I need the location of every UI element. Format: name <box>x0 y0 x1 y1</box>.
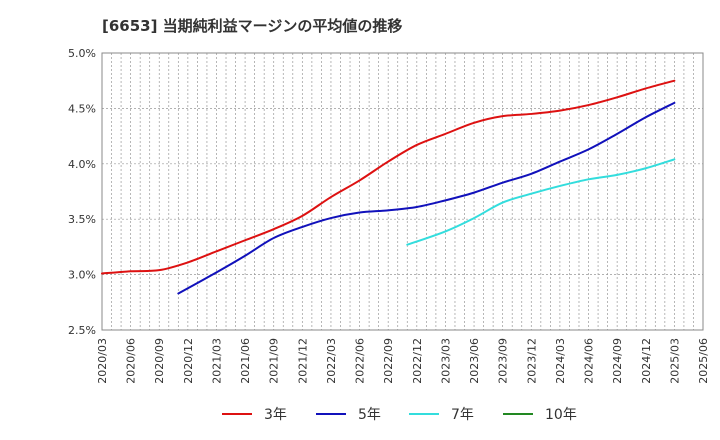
x-tick-label: 2020/03 <box>96 338 109 384</box>
legend-label: 10年 <box>545 407 577 423</box>
y-tick-label: 3.5% <box>68 213 96 226</box>
x-tick-label: 2020/09 <box>153 338 166 384</box>
x-tick-label: 2021/06 <box>239 338 252 384</box>
x-tick-label: 2023/12 <box>525 338 538 384</box>
legend-label: 7年 <box>451 407 474 423</box>
x-tick-label: 2024/03 <box>554 338 567 384</box>
y-tick-label: 4.5% <box>68 102 96 115</box>
legend-label: 5年 <box>358 407 381 423</box>
x-tick-label: 2022/03 <box>325 338 338 384</box>
series-lines <box>101 79 676 295</box>
x-tick-label: 2021/12 <box>296 338 309 384</box>
x-tick-label: 2020/06 <box>125 338 138 384</box>
x-tick-label: 2024/09 <box>611 338 624 384</box>
y-tick-label: 2.5% <box>68 324 96 337</box>
plot-area <box>101 52 704 331</box>
x-tick-label: 2021/09 <box>268 338 281 384</box>
x-tick-label: 2024/12 <box>640 338 653 384</box>
y-tick-label: 4.0% <box>68 158 96 171</box>
y-tick-label: 5.0% <box>68 47 96 60</box>
x-tick-label: 2022/06 <box>354 338 367 384</box>
x-tick-label: 2025/06 <box>697 338 710 384</box>
y-tick-label: 3.0% <box>68 269 96 282</box>
x-tick-label: 2023/09 <box>497 338 510 384</box>
y-axis-ticks: 2.5% 3.0% 3.5% 4.0% 4.5% 5.0% <box>68 47 96 337</box>
chart-title: [6653] 当期純利益マージンの平均値の推移 <box>102 17 402 35</box>
grid-lines <box>102 53 703 330</box>
x-tick-label: 2024/06 <box>583 338 596 384</box>
x-tick-label: 2022/12 <box>411 338 424 384</box>
x-tick-label: 2022/09 <box>382 338 395 384</box>
legend-label: 3年 <box>264 407 287 423</box>
x-tick-label: 2020/12 <box>182 338 195 384</box>
series-line-0 <box>101 79 676 275</box>
series-line-2 <box>406 158 676 246</box>
x-tick-label: 2025/03 <box>668 338 681 384</box>
x-tick-label: 2023/03 <box>439 338 452 384</box>
legend: 3年 5年 7年 10年 <box>222 407 577 423</box>
x-tick-label: 2023/06 <box>468 338 481 384</box>
series-line-1 <box>177 101 676 295</box>
x-axis-ticks: 2020/03 2020/06 2020/09 2020/12 2021/03 2021/… <box>96 338 710 384</box>
x-tick-label: 2021/03 <box>210 338 223 384</box>
